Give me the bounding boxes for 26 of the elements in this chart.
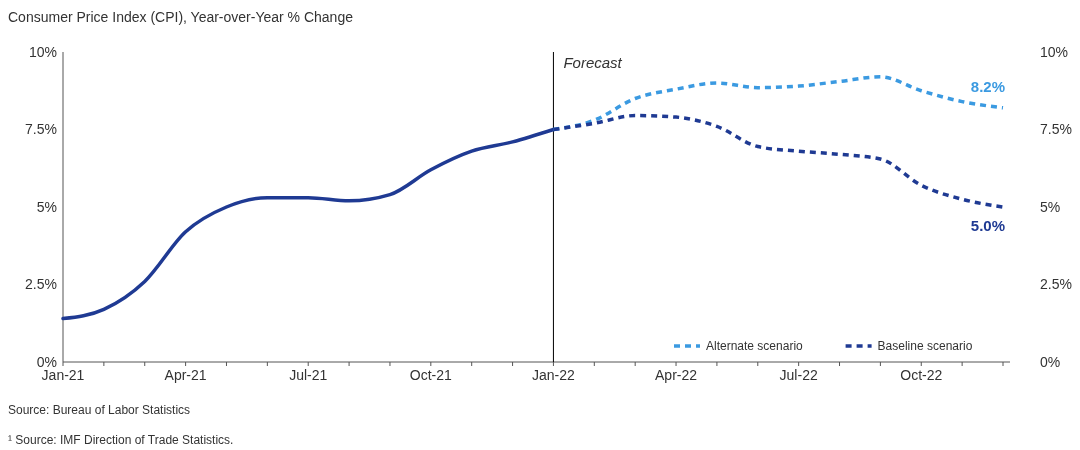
y-tick-label: 0% (1040, 353, 1061, 370)
data-label: 8.2% (970, 77, 1005, 95)
text: ¹ Source: IMF Direction of Trade Statistics. (8, 433, 234, 447)
x-tick-label: Jan-21 (41, 367, 85, 383)
x-tick-label: Jul-22 (779, 367, 818, 383)
x-tick-label: Jan-22 (532, 367, 576, 383)
ref-line-label: Forecast (563, 54, 623, 71)
y-tick-label: 5% (1040, 198, 1061, 215)
y2-tick-label: 10% (28, 43, 57, 60)
x-tick-label: Jul-21 (289, 367, 328, 383)
y-tick-label: 10% (1040, 43, 1069, 60)
data-label: 5.0% (970, 217, 1005, 234)
legend-label: Alternate scenario (706, 339, 804, 354)
y-tick-label: 7.5% (1040, 121, 1072, 138)
y2-tick-label: 5% (36, 198, 57, 215)
x-tick-label: Oct-22 (900, 367, 943, 383)
x-tick-label: Apr-21 (164, 367, 207, 383)
x-tick-label: Oct-21 (409, 367, 453, 383)
source-note: Source: Bureau of Labor Statistics (8, 403, 191, 417)
y2-tick-label: 2.5% (25, 276, 57, 293)
y2-tick-label: 0% (36, 353, 57, 370)
y-tick-label: 2.5% (1040, 276, 1072, 293)
chart-title: Consumer Price Index (CPI), Year-over-Year % Change (8, 9, 354, 25)
y2-tick-label: 7.5% (25, 121, 57, 138)
x-tick-label: Apr-22 (655, 367, 698, 383)
legend-label: Baseline scenario (877, 339, 973, 354)
